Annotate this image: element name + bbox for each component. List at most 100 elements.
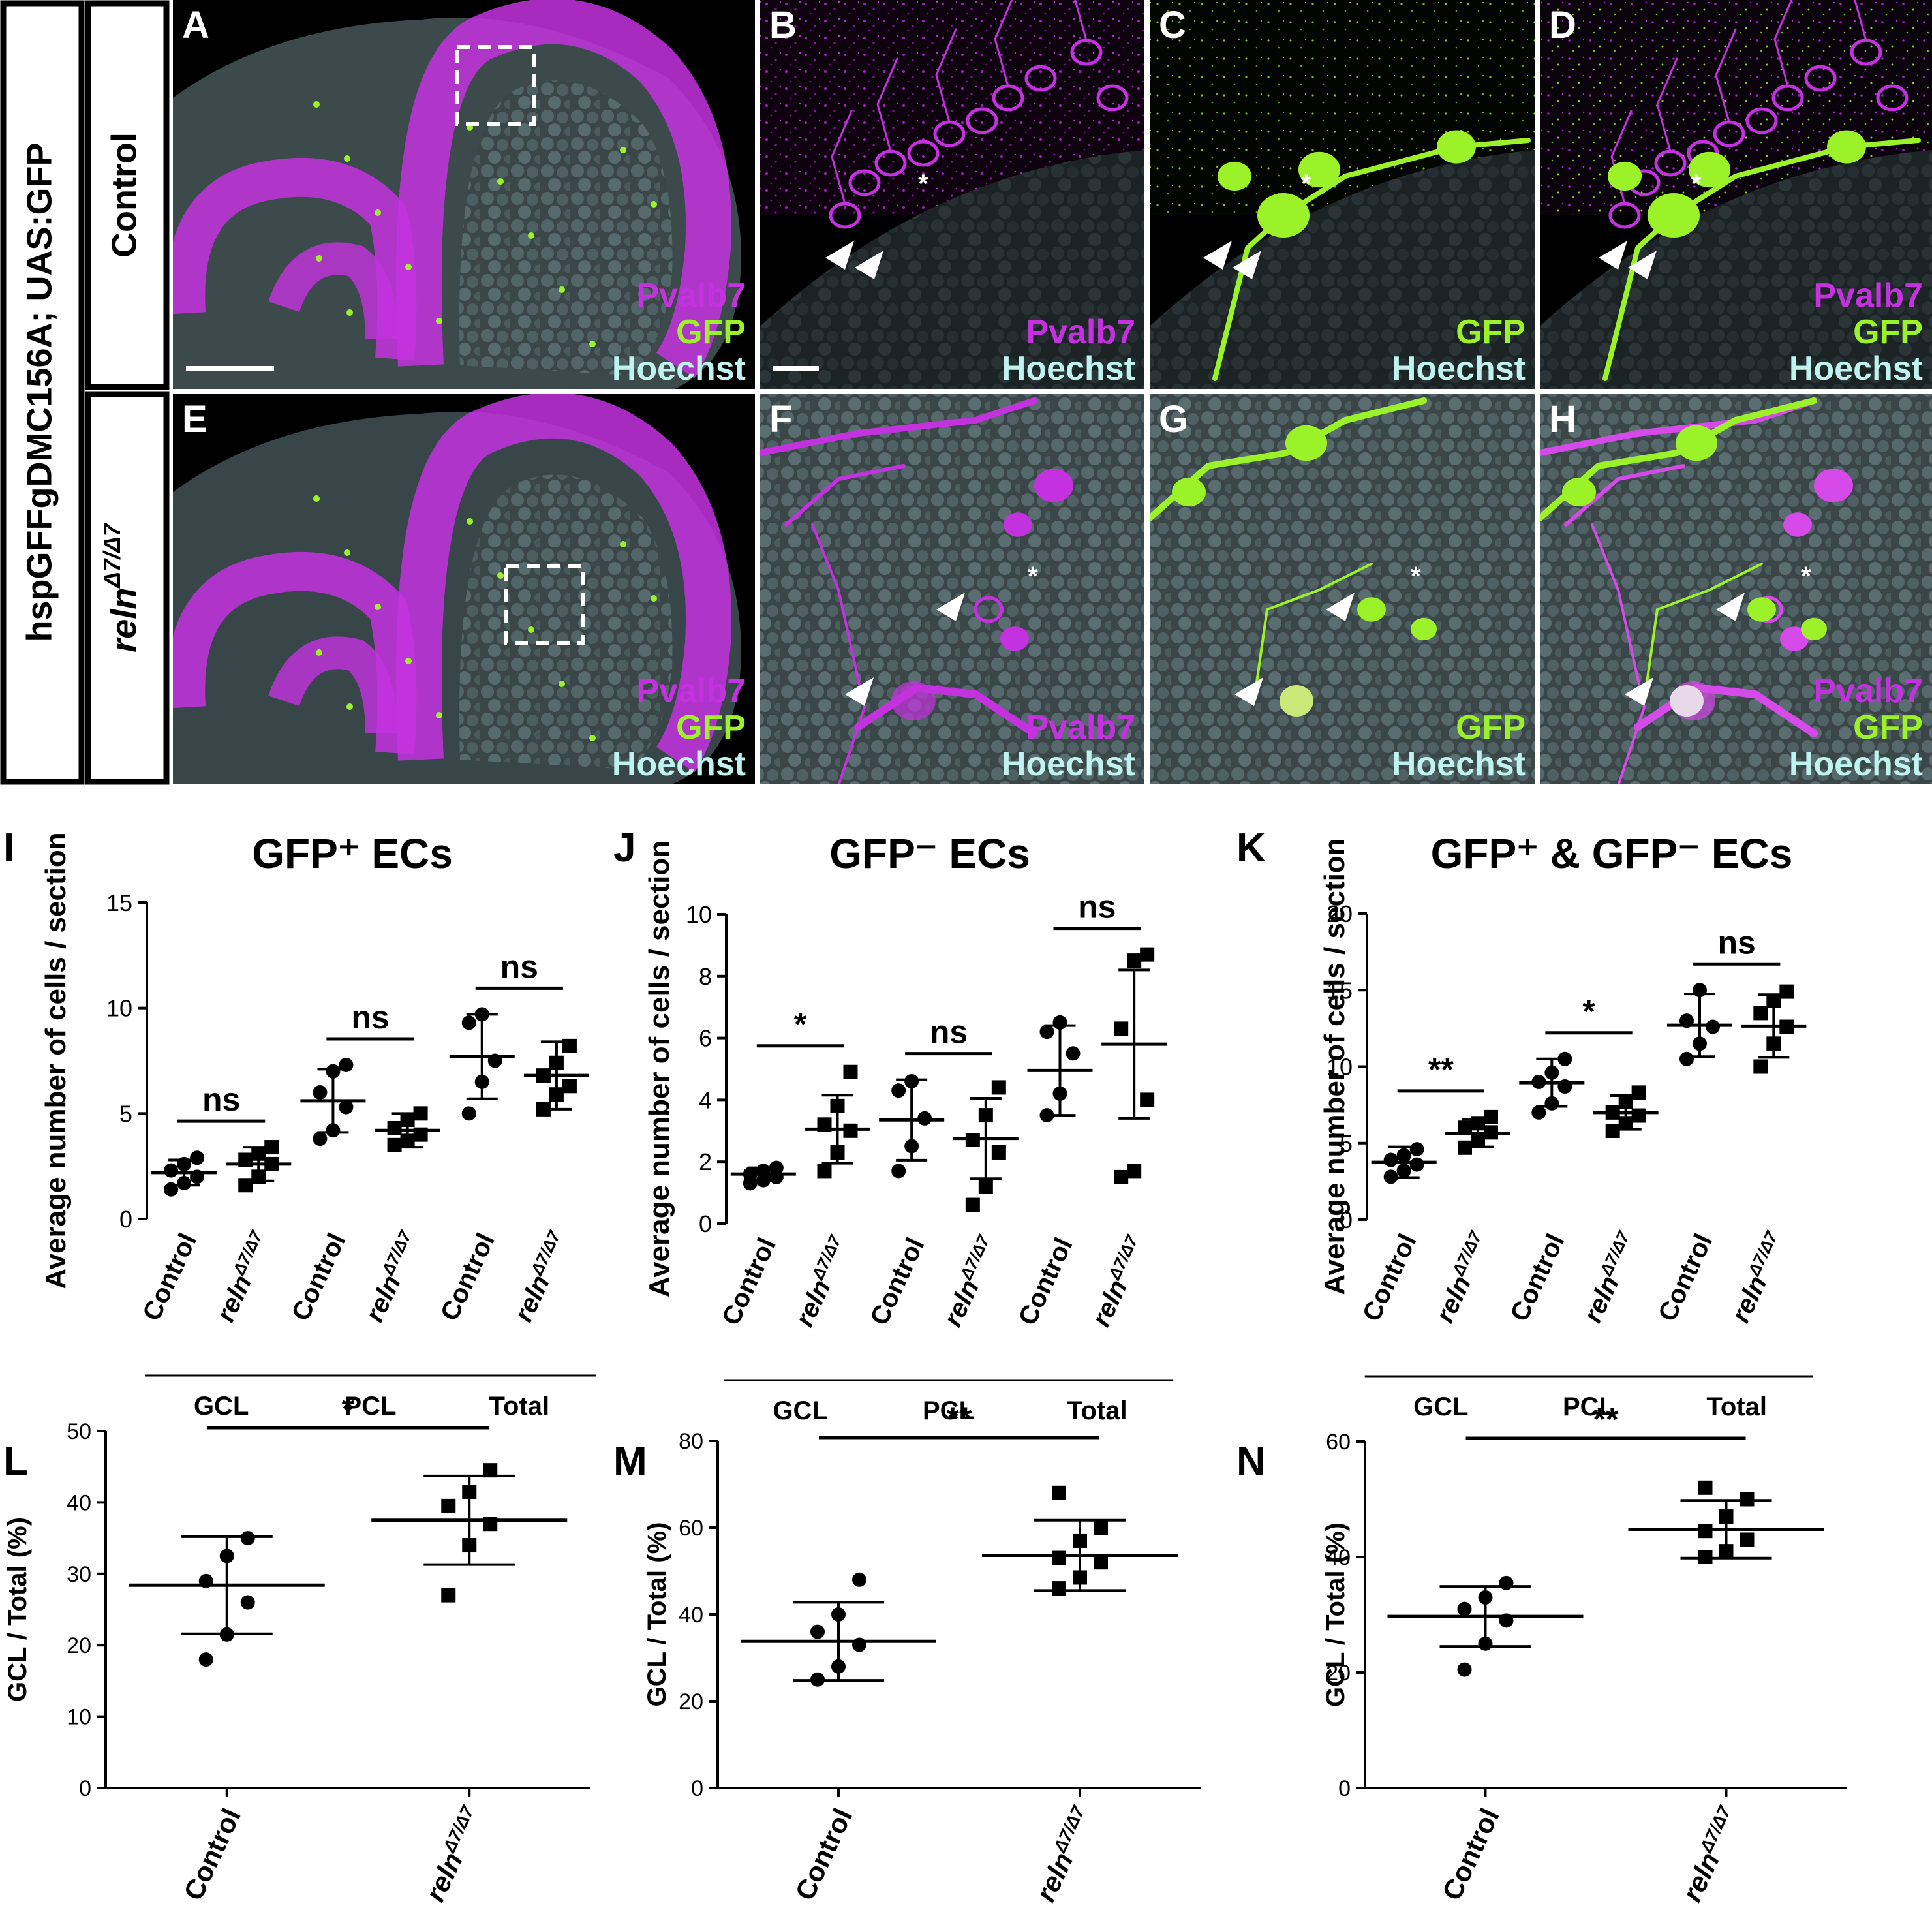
data-point bbox=[441, 1588, 456, 1603]
x-tick-label-text: relnΔ7/Δ7 bbox=[1428, 1227, 1496, 1327]
chart-title: GFP⁺ & GFP⁻ ECs bbox=[1431, 830, 1793, 877]
y-tick-label: 50 bbox=[67, 1419, 91, 1444]
panel-image bbox=[173, 394, 755, 784]
x-tick-label-text: Control bbox=[716, 1233, 782, 1329]
neurite bbox=[1773, 0, 1793, 87]
data-point bbox=[852, 1572, 866, 1587]
x-tick-label-text: Control bbox=[286, 1229, 352, 1325]
data-point bbox=[1140, 1092, 1155, 1107]
data-point bbox=[1698, 1524, 1713, 1539]
data-point bbox=[1094, 1555, 1108, 1570]
panel-letter: H bbox=[1549, 398, 1576, 440]
panel-letter: A bbox=[182, 4, 209, 46]
gfp-eurydendroid-cell bbox=[1608, 161, 1642, 191]
gfp-cell bbox=[375, 209, 381, 216]
granule-layer bbox=[459, 474, 673, 769]
x-tick-label: relnΔ7/Δ7 bbox=[1726, 1227, 1782, 1327]
x-tick-label-text: Control bbox=[1013, 1233, 1079, 1329]
purkinje-cell bbox=[1024, 65, 1057, 92]
y-tick-label: 20 bbox=[1326, 901, 1353, 927]
gfp-positive-soma bbox=[1670, 685, 1704, 717]
gfp-cell bbox=[346, 309, 353, 316]
x-tick-label: Control bbox=[865, 1233, 930, 1329]
channel-label-gfp: GFP bbox=[1456, 313, 1526, 351]
data-point bbox=[1484, 1109, 1498, 1124]
significance-label: ** bbox=[1428, 1051, 1454, 1088]
y-tick-label: 40 bbox=[1326, 1545, 1351, 1570]
data-point bbox=[164, 1163, 179, 1178]
panel-image: * bbox=[760, 394, 1144, 784]
data-point bbox=[1753, 1059, 1768, 1074]
data-point bbox=[1066, 1046, 1081, 1061]
purkinje-layer-dorsal bbox=[395, 394, 731, 773]
y-tick-label: 5 bbox=[1340, 1130, 1353, 1157]
arrowhead-marker-1 bbox=[1716, 593, 1745, 621]
x-tick-label: relnΔ7/Δ7 bbox=[1578, 1227, 1634, 1327]
gfp-cell bbox=[559, 286, 565, 293]
x-tick-label-text: Control bbox=[865, 1233, 930, 1329]
significance-label: * bbox=[794, 1006, 807, 1043]
channel-label-hoechst: Hoechst bbox=[612, 745, 746, 783]
x-tick-label-text: relnΔ7/Δ7 bbox=[418, 1802, 489, 1906]
data-point bbox=[1605, 1123, 1620, 1138]
gfp-cell bbox=[405, 658, 412, 664]
data-point bbox=[1499, 1575, 1514, 1590]
channel-label-hoechst: Hoechst bbox=[1789, 350, 1923, 388]
gfp-cell bbox=[313, 101, 320, 108]
asterisk-marker: * bbox=[1028, 562, 1038, 591]
channel-label-gfp: GFP bbox=[1853, 709, 1923, 747]
data-point bbox=[240, 1531, 255, 1546]
y-tick-label: 30 bbox=[67, 1562, 91, 1587]
data-point bbox=[1052, 1485, 1066, 1500]
data-point bbox=[1679, 1051, 1694, 1066]
channel-label-pvalb7: Pvalb7 bbox=[1813, 277, 1923, 315]
data-point bbox=[1740, 1532, 1755, 1547]
neurite bbox=[1253, 563, 1373, 702]
x-tick-label-text: Control bbox=[137, 1229, 202, 1325]
significance-label: ns bbox=[202, 1081, 240, 1118]
genotype-label-box bbox=[0, 0, 85, 785]
chart-panel-letter: I bbox=[3, 825, 14, 871]
significance-label: ns bbox=[930, 1014, 968, 1051]
x-tick-gene: reln bbox=[938, 1276, 985, 1331]
data-point bbox=[1458, 1120, 1472, 1135]
y-tick-label: 20 bbox=[1326, 1661, 1351, 1686]
gfp-cell bbox=[316, 649, 322, 656]
x-tick-label: relnΔ7/Δ7 bbox=[1428, 1227, 1496, 1327]
group-label: PCL bbox=[923, 1396, 975, 1425]
y-tick-label: 8 bbox=[699, 963, 712, 990]
data-point bbox=[1383, 1152, 1398, 1167]
granule-layer bbox=[459, 80, 673, 376]
y-tick-label: 60 bbox=[679, 1516, 703, 1541]
row-label-mutant: relnΔ7/Δ7 bbox=[99, 522, 144, 652]
x-tick-label: relnΔ7/Δ7 bbox=[1676, 1802, 1735, 1906]
chart-i: I GFP⁺ ECs Average number of cells / secti… bbox=[3, 825, 596, 1421]
gfp-eurydendroid-cell bbox=[1689, 151, 1730, 188]
x-tick-sup: Δ7/Δ7 bbox=[1743, 1227, 1781, 1279]
x-tick-sup: Δ7/Δ7 bbox=[228, 1227, 266, 1278]
data-point bbox=[1457, 1662, 1472, 1677]
x-tick-label-text: relnΔ7/Δ7 bbox=[358, 1227, 426, 1327]
asterisk-marker: * bbox=[1691, 170, 1702, 198]
data-point bbox=[991, 1145, 1006, 1160]
purkinje-layer-ventral bbox=[173, 551, 417, 755]
data-point bbox=[313, 1085, 328, 1100]
group-label: PCL bbox=[1563, 1393, 1615, 1421]
x-tick-label: Control bbox=[1013, 1233, 1079, 1329]
panel-image bbox=[173, 0, 755, 389]
significance-label: ns bbox=[351, 999, 389, 1036]
y-axis-label: GCL / Total (%) bbox=[643, 1522, 671, 1707]
x-tick-label: Control bbox=[1505, 1229, 1571, 1325]
channel-label-hoechst: Hoechst bbox=[1002, 350, 1135, 388]
data-point bbox=[817, 1164, 832, 1179]
group-label: Total bbox=[1067, 1396, 1127, 1425]
x-tick-gene: reln bbox=[1086, 1276, 1133, 1331]
charts: I GFP⁺ ECs Average number of cells / secti… bbox=[3, 825, 1847, 1906]
genotype-label: hspGFFgDMC156A; UAS:GFP bbox=[20, 142, 59, 641]
channel-label-hoechst: Hoechst bbox=[612, 350, 746, 388]
